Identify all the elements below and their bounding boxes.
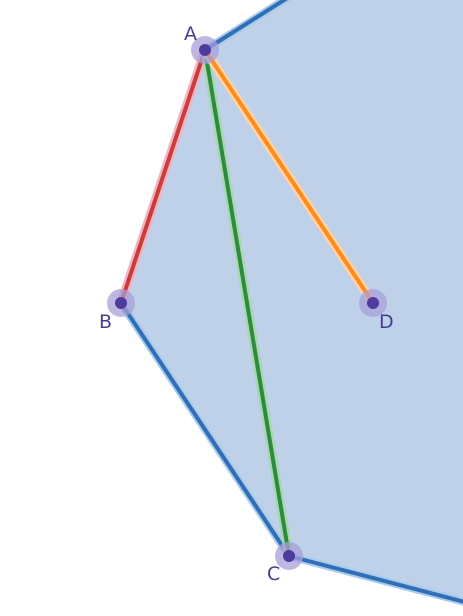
segment-ac[interactable] [203, 48, 291, 558]
point-c-dot[interactable] [283, 550, 295, 562]
point-b-dot[interactable] [115, 297, 127, 309]
point-d[interactable] [359, 289, 387, 317]
label-c: C [267, 563, 280, 585]
point-b[interactable] [107, 289, 135, 317]
label-a: A [184, 23, 197, 45]
edge-top[interactable] [203, 0, 300, 52]
point-c[interactable] [275, 542, 303, 570]
label-d: D [379, 311, 394, 333]
point-a-dot[interactable] [199, 44, 211, 56]
point-d-dot[interactable] [367, 297, 379, 309]
point-a[interactable] [191, 36, 219, 64]
edge-bc[interactable] [119, 301, 291, 558]
polygon-region [121, 0, 463, 602]
segment-ad[interactable] [203, 48, 375, 305]
segment-ab[interactable] [119, 48, 207, 305]
edge-bottom[interactable] [287, 554, 463, 606]
label-b: B [99, 311, 112, 333]
